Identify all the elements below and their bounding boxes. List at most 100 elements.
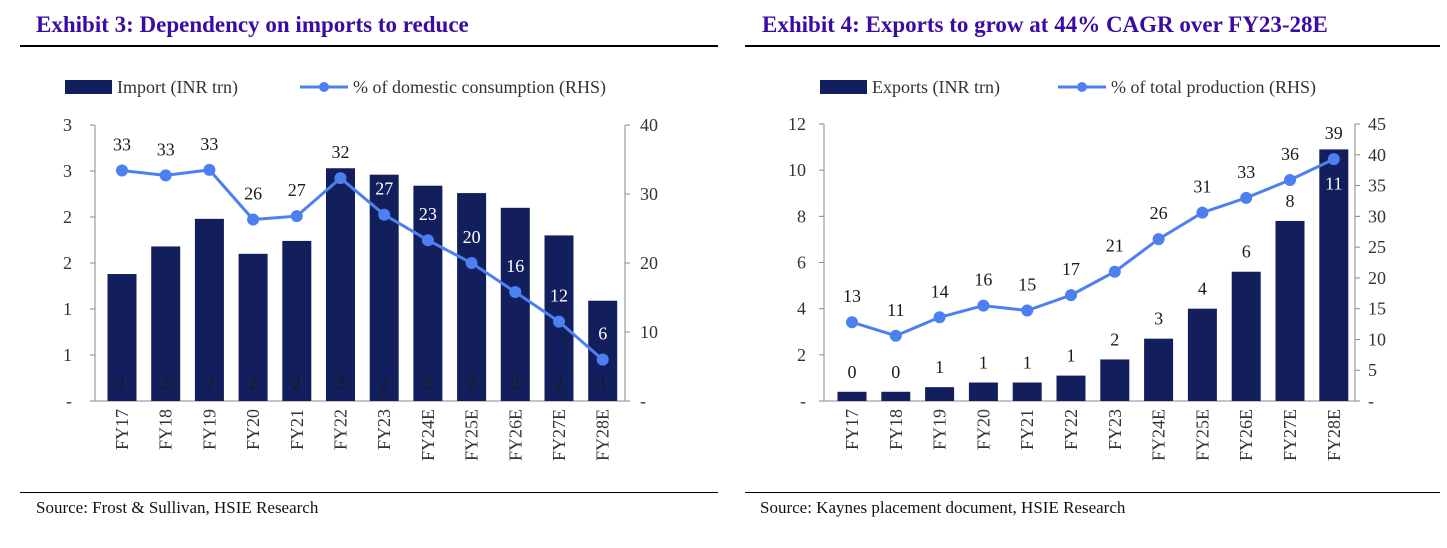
line-point-FY17	[116, 164, 128, 177]
line-data-label: 26	[1150, 203, 1168, 223]
bar-FY18	[151, 246, 181, 401]
right-tick-label: 40	[640, 115, 658, 135]
bar-FY17	[107, 274, 137, 401]
left-tick-label: 10	[788, 160, 806, 180]
bar-data-label: 2	[555, 373, 564, 393]
bar-data-label: 4	[1198, 279, 1207, 299]
x-tick-label: FY23	[374, 409, 394, 450]
left-tick-label: 6	[797, 253, 806, 273]
line-data-label: 23	[419, 204, 437, 224]
x-tick-label: FY17	[842, 409, 862, 450]
exhibit-4-title-rule	[745, 45, 1440, 47]
right-tick-label: 15	[1368, 299, 1386, 319]
right-tick-label: -	[640, 391, 646, 411]
line-data-label: 11	[887, 300, 904, 320]
line-point-FY24E	[1152, 233, 1165, 246]
bar-FY28E	[1319, 149, 1349, 401]
legend-bar-label: Exports (INR trn)	[872, 77, 1000, 98]
bar-FY25E	[1187, 308, 1217, 401]
x-tick-label: FY22	[331, 409, 351, 450]
bar-FY19	[925, 387, 955, 401]
bar-data-label: 0	[891, 362, 900, 382]
exhibit-4-bottom-rule	[745, 492, 1440, 493]
x-tick-label: FY24E	[1149, 409, 1169, 461]
line-data-label: 16	[506, 256, 524, 276]
bar-data-label: 3	[1154, 309, 1163, 329]
exhibit-3-bottom-rule	[20, 492, 718, 493]
line-point-FY28E	[1327, 153, 1340, 166]
line-data-label: 33	[157, 139, 175, 159]
bar-data-label: 1	[598, 373, 607, 393]
line-data-label: 33	[113, 135, 131, 155]
line-point-FY19	[203, 163, 216, 176]
bar-FY20	[238, 253, 268, 401]
left-tick-label: 3	[63, 161, 72, 181]
x-tick-label: FY28E	[593, 409, 613, 461]
line-point-FY20	[247, 213, 260, 226]
line-point-FY17	[846, 316, 858, 329]
exhibit-3-title: Exhibit 3: Dependency on imports to redu…	[36, 12, 469, 37]
x-tick-label: FY17	[112, 409, 132, 450]
line-data-label: 36	[1281, 144, 1299, 164]
x-tick-label: FY28E	[1324, 409, 1344, 461]
line-point-FY18	[889, 329, 902, 342]
exhibit-4-title: Exhibit 4: Exports to grow at 44% CAGR o…	[762, 12, 1328, 37]
x-tick-label: FY19	[199, 409, 219, 450]
exhibit-3-source: Source: Frost & Sullivan, HSIE Research	[36, 498, 319, 517]
bar-FY26E	[1231, 271, 1261, 401]
line-data-label: 39	[1325, 123, 1343, 143]
left-tick-label: 4	[797, 299, 806, 319]
line-point-FY18	[159, 169, 172, 182]
right-tick-label: 45	[1368, 114, 1386, 134]
line-point-FY19	[933, 311, 946, 324]
line-point-FY26E	[509, 285, 522, 298]
line-point-FY22	[334, 172, 347, 185]
exhibit-4-chart: Exports (INR trn) % of total production (…	[788, 77, 1386, 461]
line-point-FY20	[977, 299, 990, 312]
legend-line-marker	[1077, 82, 1087, 92]
line-data-label: 12	[550, 286, 568, 306]
x-tick-label: FY18	[156, 409, 176, 450]
legend-line-label: % of total production (RHS)	[1111, 77, 1316, 98]
left-tick-label: 3	[63, 115, 72, 135]
left-tick-label: 12	[788, 114, 806, 134]
left-tick-label: 2	[63, 207, 72, 227]
exhibit-3-chart: Import (INR trn) % of domestic consumptio…	[63, 77, 658, 461]
bar-data-label: 1	[1067, 346, 1076, 366]
legend-bar-swatch	[65, 80, 112, 94]
x-tick-label: FY21	[1017, 409, 1037, 450]
line-point-FY22	[1065, 289, 1077, 302]
right-tick-label: 30	[1368, 206, 1386, 226]
line-data-label: 13	[843, 286, 861, 306]
line-point-FY26E	[1240, 191, 1253, 204]
bar-data-label: 2	[1110, 329, 1119, 349]
x-tick-label: FY25E	[462, 409, 482, 461]
left-tick-label: -	[800, 391, 806, 411]
x-tick-label: FY24E	[418, 409, 438, 461]
x-tick-label: FY23	[1105, 409, 1125, 450]
x-tick-label: FY26E	[505, 409, 525, 461]
bar-data-label: 1	[118, 373, 127, 393]
line-series	[121, 168, 604, 361]
bar-data-label: 2	[292, 373, 301, 393]
right-tick-label: 5	[1368, 360, 1377, 380]
bar-data-label: 2	[511, 373, 520, 393]
line-data-label: 17	[1062, 259, 1080, 279]
right-tick-label: 20	[640, 253, 658, 273]
bar-FY21	[282, 240, 312, 401]
bar-data-label: 2	[161, 373, 170, 393]
left-tick-label: 2	[797, 345, 806, 365]
line-data-label: 14	[931, 281, 949, 301]
line-point-FY28E	[596, 353, 609, 366]
legend-line-label: % of domestic consumption (RHS)	[353, 77, 606, 98]
line-data-label: 27	[288, 180, 306, 200]
right-tick-label: 10	[1368, 329, 1386, 349]
x-tick-label: FY19	[930, 409, 950, 450]
right-tick-label: 20	[1368, 268, 1386, 288]
bar-data-label: 0	[848, 362, 857, 382]
bar-data-label: 2	[380, 373, 389, 393]
bar-FY23	[1100, 359, 1130, 401]
right-tick-label: 40	[1368, 145, 1386, 165]
bar-FY18	[881, 391, 911, 401]
left-tick-label: -	[66, 391, 72, 411]
